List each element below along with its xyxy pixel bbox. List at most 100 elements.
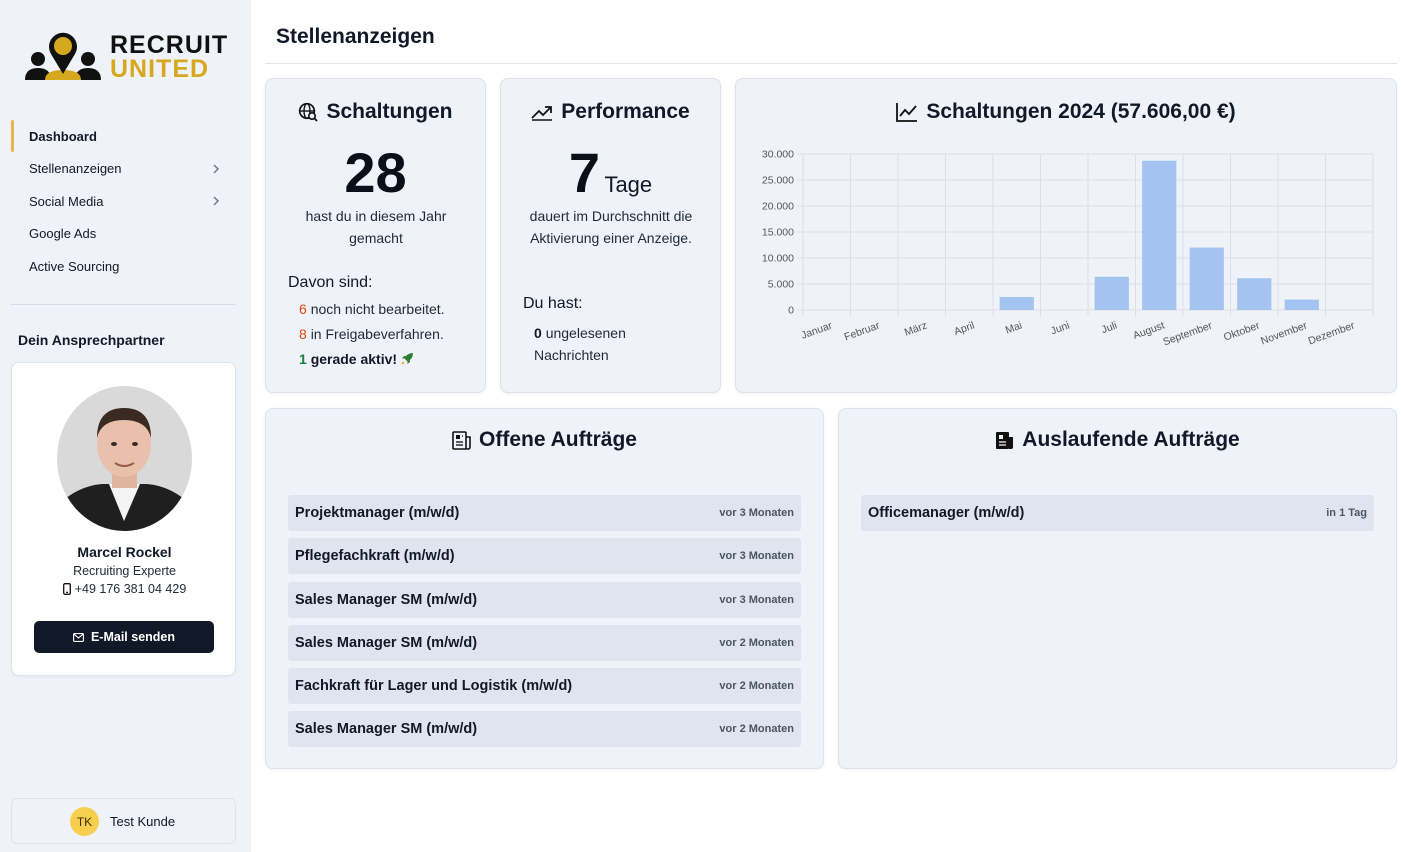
list-item[interactable]: Projektmanager (m/w/d) vor 3 Monaten (288, 495, 801, 531)
breakdown-item-new: 6 noch nicht bearbeitet. (299, 301, 445, 317)
y-tick-label: 10.000 (762, 253, 794, 265)
job-time: vor 3 Monaten (719, 550, 794, 563)
x-tick-label: November (1259, 319, 1309, 347)
user-avatar: TK (70, 807, 99, 836)
phone-icon (62, 583, 71, 595)
contact-phone[interactable]: +49 176 381 04 429 (12, 582, 237, 596)
line-chart-icon (896, 103, 918, 122)
breakdown-heading: Davon sind: (288, 274, 373, 291)
nav-item-dashboard[interactable]: Dashboard (11, 120, 236, 153)
job-time: vor 2 Monaten (719, 680, 794, 693)
breakdown-count: 6 (299, 301, 307, 317)
title-divider (265, 63, 1397, 64)
expiring-orders-card: Auslaufende Aufträge Officemanager (m/w/… (838, 408, 1397, 769)
job-time: vor 2 Monaten (719, 723, 794, 736)
globe-search-icon (299, 102, 319, 122)
schaltungen-card: Schaltungen 28 hast du in diesem Jahr ge… (265, 78, 486, 393)
expiring-orders-title: Auslaufende Aufträge (839, 428, 1396, 452)
contact-role: Recruiting Experte (73, 564, 176, 578)
job-time: vor 3 Monaten (719, 593, 794, 606)
y-tick-label: 0 (788, 305, 794, 317)
contact-name: Marcel Rockel (77, 544, 172, 560)
unread-messages: 0 ungelesenen Nachrichten (534, 322, 674, 366)
open-orders-list: Projektmanager (m/w/d) vor 3 Monaten Pfle… (288, 495, 801, 755)
list-item[interactable]: Sales Manager SM (m/w/d) vor 2 Monaten (288, 624, 801, 661)
nav-item-active-sourcing[interactable]: Active Sourcing (11, 250, 236, 283)
bar (999, 297, 1034, 310)
open-orders-title: Offene Aufträge (266, 428, 823, 452)
job-title: Sales Manager SM (m/w/d) (295, 591, 478, 608)
chevron-right-icon (213, 164, 219, 173)
performance-value: 7 (568, 141, 600, 204)
job-title: Fachkraft für Lager und Logistik (m/w/d) (295, 678, 573, 695)
unread-count: 0 (534, 325, 542, 341)
job-time: vor 3 Monaten (719, 507, 794, 519)
open-orders-card: Offene Aufträge Projektmanager (m/w/d) vo… (265, 408, 824, 769)
breakdown-item-active: 1 gerade aktiv! (299, 351, 414, 367)
nav-item-label: Google Ads (29, 226, 97, 242)
schaltungen-count: 28 (344, 141, 407, 204)
job-title: Projektmanager (m/w/d) (295, 505, 460, 521)
contact-card: Marcel Rockel Recruiting Experte +49 176… (11, 362, 236, 676)
y-tick-label: 20.000 (762, 201, 794, 213)
sidebar-divider (11, 304, 236, 305)
schaltungen-subtitle: hast du in diesem Jahr gemacht (305, 208, 447, 246)
x-tick-label: Mai (1004, 320, 1024, 337)
nav-item-label: Social Media (29, 193, 104, 209)
list-item[interactable]: Officemanager (m/w/d) in 1 Tag (861, 495, 1374, 531)
bar (1142, 160, 1177, 310)
brand-logo[interactable]: RECRUIT UNITED (23, 30, 233, 82)
performance-subtitle: dauert im Durchschnitt die Aktivierung e… (529, 208, 693, 246)
mail-icon (73, 632, 84, 642)
bar (1189, 247, 1224, 310)
x-tick-label: Juli (1100, 320, 1119, 337)
schaltungen-title-label: Schaltungen (326, 100, 453, 123)
sidebar: RECRUIT UNITED Dashboard Stellenanzeigen… (0, 0, 251, 852)
chevron-right-icon (213, 196, 219, 206)
send-email-button[interactable]: E-Mail senden (34, 621, 214, 653)
nav-item-label: Active Sourcing (29, 258, 120, 274)
x-tick-label: April (952, 320, 976, 338)
bar-chart: 0 5.000 10.000 15.000 20.000 25.000 30.000 Janu… (762, 149, 1374, 348)
page-title: Stellenanzeigen (276, 25, 435, 48)
main-nav: Dashboard Stellenanzeigen Social Media G… (11, 120, 236, 283)
breakdown-item-approval: 8 in Freigabeverfahren. (299, 326, 444, 342)
rocket-icon (401, 353, 413, 365)
nav-item-google-ads[interactable]: Google Ads (11, 218, 236, 251)
breakdown-text: gerade aktiv! (310, 351, 398, 367)
nav-item-stellenanzeigen[interactable]: Stellenanzeigen (11, 153, 236, 186)
job-time: vor 2 Monaten (719, 636, 794, 649)
contact-phone-number: +49 176 381 04 429 (74, 582, 187, 596)
trending-up-icon (531, 106, 553, 121)
y-tick-label: 5.000 (768, 279, 794, 291)
logo-people-icon (25, 32, 101, 80)
job-title: Sales Manager SM (m/w/d) (295, 634, 478, 651)
x-tick-label: Januar (799, 319, 834, 341)
y-tick-label: 25.000 (762, 175, 794, 187)
brand-name-line2: UNITED (110, 55, 210, 83)
user-name: Test Kunde (110, 814, 176, 829)
list-item[interactable]: Pflegefachkraft (m/w/d) vor 3 Monaten (288, 538, 801, 575)
newspaper-filled-icon (996, 431, 1014, 449)
du-hast-heading: Du hast: (523, 295, 583, 312)
x-tick-label: September (1161, 319, 1214, 348)
list-item[interactable]: Sales Manager SM (m/w/d) vor 3 Monaten (288, 581, 801, 618)
brand-name-line1: RECRUIT (110, 31, 229, 59)
nav-item-social-media[interactable]: Social Media (11, 185, 236, 218)
chart-title: Schaltungen 2024 (57.606,00 €) (736, 100, 1396, 124)
job-time: in 1 Tag (1326, 507, 1367, 519)
unread-text: ungelesenen Nachrichten (534, 325, 626, 363)
list-item[interactable]: Fachkraft für Lager und Logistik (m/w/d)… (288, 668, 801, 705)
performance-unit: Tage (604, 172, 653, 197)
send-email-label: E-Mail senden (90, 630, 176, 644)
nav-item-label: Stellenanzeigen (29, 161, 122, 177)
list-item[interactable]: Sales Manager SM (m/w/d) vor 2 Monaten (288, 711, 801, 748)
user-menu[interactable]: TK Test Kunde (11, 798, 236, 844)
x-tick-label: Februar (843, 319, 882, 343)
bar (1284, 299, 1319, 310)
performance-card: Performance 7 Tage dauert im Durchschnit… (500, 78, 721, 393)
job-title: Officemanager (m/w/d) (868, 505, 1025, 521)
newspaper-icon (452, 430, 471, 450)
expiring-orders-title-label: Auslaufende Aufträge (1022, 428, 1240, 451)
breakdown-count: 1 (299, 351, 307, 367)
